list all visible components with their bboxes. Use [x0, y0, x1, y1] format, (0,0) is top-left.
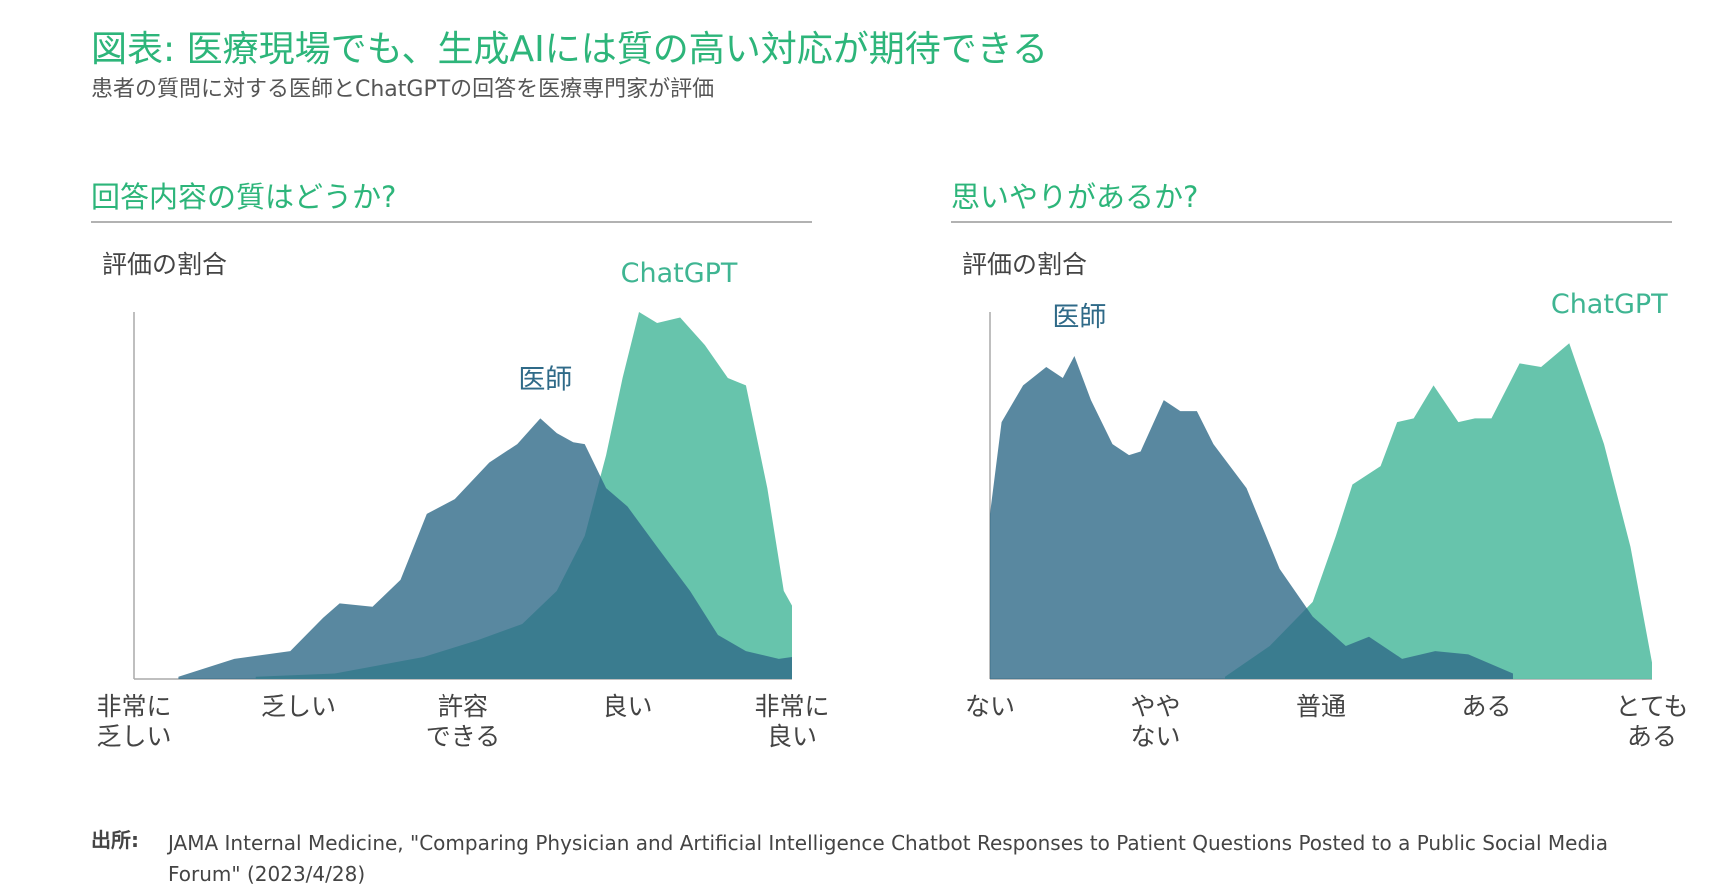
y-axis-label: 評価の割合 [102, 250, 228, 279]
source-label: 出所: [91, 828, 139, 852]
series-label: ChatGPT [1551, 289, 1668, 320]
area [990, 356, 1513, 679]
x-tick-label: ない [964, 692, 1016, 721]
x-tick-label: 許容 できる [425, 692, 501, 751]
series-label: 医師 [518, 364, 572, 395]
x-tick-label: ある [1461, 692, 1512, 721]
x-tick-label: 非常に 乏しい [96, 692, 172, 751]
area [178, 418, 793, 679]
area [1225, 343, 1652, 679]
section-title: 回答内容の質はどうか? [91, 180, 397, 214]
x-tick-label: やや ない [1130, 692, 1181, 751]
section-title: 思いやりがあるか? [951, 180, 1199, 214]
subtitle: 患者の質問に対する医師とChatGPTの回答を医療専門家が評価 [91, 77, 715, 102]
x-tick-label: 非常に 良い [754, 692, 830, 751]
series-label: 医師 [1052, 302, 1106, 333]
title: 図表: 医療現場でも、生成AIには質の高い対応が期待できる [91, 29, 1049, 70]
x-tick-label: 良い [602, 692, 653, 721]
series-label: ChatGPT [621, 258, 738, 289]
source-text: JAMA Internal Medicine, "Comparing Physi… [168, 831, 1608, 886]
x-tick-label: 乏しい [260, 692, 337, 721]
y-axis-label: 評価の割合 [962, 250, 1088, 279]
x-tick-label: とても ある [1615, 692, 1689, 751]
x-tick-label: 普通 [1295, 692, 1347, 721]
